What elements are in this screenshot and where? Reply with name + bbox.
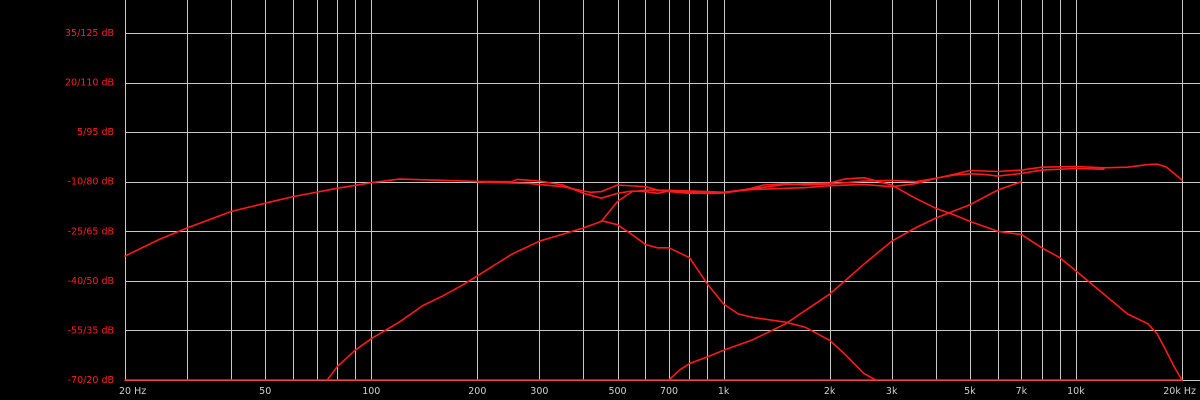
y-tick-label: -25/65 dB [68,226,114,237]
x-tick-label: 100 [362,386,380,397]
x-tick-label: 3k [886,386,898,397]
x-tick-label: 7k [1016,386,1028,397]
x-tick-label: 20k Hz [1163,386,1196,397]
x-axis-tick-labels: 20 Hz 50 100 200 300 500 700 1k 2k 3k 5k 7k 10k 20k H… [119,386,1196,397]
x-tick-label: 2k [824,386,836,397]
x-tick-label: 500 [608,386,626,397]
response-curve-2 [326,176,1183,381]
response-curves [124,163,1183,381]
y-tick-label: 5/95 dB [77,127,114,138]
x-tick-label: 10k [1067,386,1085,397]
x-tick-label: 1k [718,386,730,397]
x-tick-label: 300 [530,386,548,397]
y-tick-label: 35/125 dB [65,28,114,39]
y-tick-label: -55/35 dB [68,325,114,336]
y-tick-label: 20/110 dB [65,78,114,89]
gridlines [125,0,1200,381]
x-tick-label: 50 [259,386,271,397]
y-tick-label: -10/80 dB [68,177,114,188]
x-tick-label: 20 Hz [119,386,146,397]
response-curve-4 [600,219,877,381]
y-tick-label: -40/50 dB [68,276,114,287]
y-tick-label: -70/20 dB [68,375,114,386]
response-curve-1 [124,163,1183,257]
y-axis-tick-labels: 35/125 dB 20/110 dB 5/95 dB -10/80 dB -25/65… [65,28,114,386]
response-curve-3 [476,167,1105,195]
x-tick-label: 700 [660,386,678,397]
x-tick-label: 5k [964,386,976,397]
response-curve-5 [668,180,1023,381]
x-tick-label: 200 [468,386,486,397]
